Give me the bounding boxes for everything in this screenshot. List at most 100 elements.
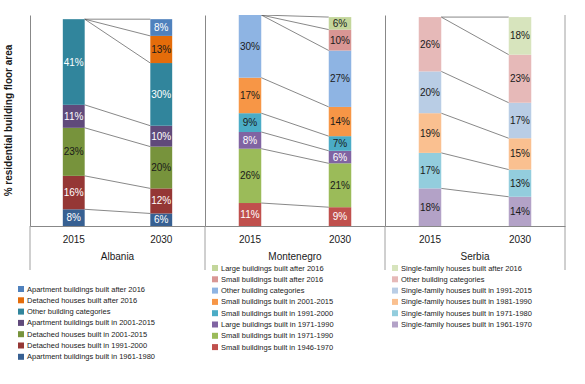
connector-line (261, 203, 329, 207)
legend-item: Single-family houses built in 1981-1990 (392, 297, 532, 306)
y-axis-line (385, 16, 386, 227)
bars (63, 19, 172, 226)
legend-label: Large buildings built in 1971-1990 (221, 320, 334, 329)
legend: Apartment buildings built after 2016 Deta… (18, 285, 155, 362)
bar-segment (150, 188, 172, 213)
legend-item: Small buildings built in 1971-1990 (212, 331, 333, 340)
y-axis (385, 16, 386, 227)
legend-label: Apartment buildings built in 2001-2015 (27, 318, 155, 327)
connector-line (261, 132, 329, 151)
legend-swatch (212, 333, 218, 339)
panel-divider (205, 226, 206, 270)
connector-line (85, 176, 151, 189)
legend-label: Other building categories (27, 307, 111, 316)
bar-segment (509, 103, 532, 139)
legend-swatch (212, 276, 218, 282)
connector-line (85, 19, 151, 20)
x-tick: 2030 (329, 234, 352, 245)
legend-label: Single-family houses built in 1961-1970 (401, 320, 532, 329)
data-label: 30% (240, 41, 260, 52)
legend-label: Other building categories (221, 286, 305, 295)
data-label: 13% (151, 44, 171, 55)
x-tick: 2030 (509, 234, 532, 245)
legend-swatch (18, 331, 24, 337)
data-label: 7% (333, 138, 348, 149)
connector-line (441, 17, 509, 55)
data-label: 26% (420, 39, 440, 50)
x-tick: 2015 (419, 234, 442, 245)
data-label: 19% (420, 128, 440, 139)
x-axis: 20152030 (206, 227, 386, 246)
x-tick-label: 2030 (509, 234, 532, 245)
legend-swatch (212, 310, 218, 316)
bar-segment (509, 17, 532, 55)
legend-item: Other building categories (392, 275, 485, 284)
legend: Single-family houses built after 2016Oth… (392, 264, 532, 330)
bar-segment (239, 203, 262, 226)
data-label: 9% (243, 117, 258, 128)
connector-line (441, 17, 509, 18)
data-label: 20% (420, 87, 440, 98)
legend-item: Small buildings built in 1991-2000 (212, 309, 333, 318)
legend-swatch (18, 343, 24, 349)
x-tick: 2030 (150, 234, 173, 245)
legend-swatch (18, 286, 24, 292)
connector-line (261, 15, 329, 51)
connector-line (85, 19, 151, 36)
data-labels: 11%9%26%21%8%6%9%7%17%14%30%27%10%6% (240, 18, 350, 222)
legend-label: Large buildings built after 2016 (221, 264, 324, 273)
legend-label: Apartment buildings built after 2016 (27, 285, 145, 294)
chart-container: 8%6%16%12%23%20%11%10%41%30%13%8%2015203… (0, 0, 585, 384)
legend-item: Apartment buildings built after 2016 (18, 285, 145, 294)
legend-item: Large buildings built in 1971-1990 (212, 320, 334, 329)
connector-line (85, 19, 151, 63)
bar-segment (150, 63, 172, 126)
connector-line (441, 153, 509, 170)
data-label: 30% (151, 89, 171, 100)
y-axis (30, 16, 31, 227)
legend-swatch (392, 299, 398, 305)
connector-line (441, 188, 509, 196)
connector-line (261, 113, 329, 136)
bars (419, 17, 532, 226)
connector-line (261, 15, 329, 17)
bar-segment (329, 163, 352, 207)
legend-label: Apartment buildings built in 1961-1980 (27, 352, 155, 361)
data-label: 6% (333, 18, 348, 29)
bar-segment (329, 30, 352, 51)
bar-segment (419, 71, 442, 113)
bar-segment (509, 138, 532, 169)
data-label: 18% (420, 202, 440, 213)
data-labels: 18%14%17%13%19%15%20%17%26%23%18% (420, 30, 530, 216)
legend-item: Single-family houses built in 1971-1980 (392, 309, 532, 318)
data-label: 11% (64, 111, 83, 122)
bar-segment (150, 213, 172, 226)
legend-label: Small buildings built in 1991-2000 (221, 309, 333, 318)
bar-segment (150, 36, 172, 63)
data-label: 9% (333, 211, 348, 222)
x-tick: 2015 (63, 234, 86, 245)
legend-label: Single-family houses built in 1991-2015 (401, 286, 532, 295)
bar-segment (63, 105, 85, 128)
legend-label: Small buildings built in 1971-1990 (221, 331, 333, 340)
legend-label: Single-family houses built in 1971-1980 (401, 309, 532, 318)
legend-item: Small buildings built in 2001-2015 (212, 297, 333, 306)
legend-swatch (392, 288, 398, 294)
legend-swatch (392, 265, 398, 271)
legend-label: Small buildings built in 1946-1970 (221, 343, 333, 352)
x-tick-label: 2015 (63, 234, 86, 245)
data-label: 21% (330, 180, 350, 191)
legend-label: Detached houses built after 2016 (27, 296, 137, 305)
bar-segment (63, 176, 85, 209)
bar-segment (509, 197, 532, 226)
data-label: 26% (240, 170, 260, 181)
bar-segment (239, 132, 262, 149)
legend-item: Other building categories (18, 307, 111, 316)
bar-segment (329, 17, 352, 30)
chart-svg: 8%6%16%12%23%20%11%10%41%30%13%8%2015203… (0, 0, 585, 384)
connector-line (441, 113, 509, 138)
panel-divider (30, 226, 31, 270)
bar-segment (239, 149, 262, 203)
data-label: 14% (330, 116, 350, 127)
bar-segment (239, 78, 262, 114)
